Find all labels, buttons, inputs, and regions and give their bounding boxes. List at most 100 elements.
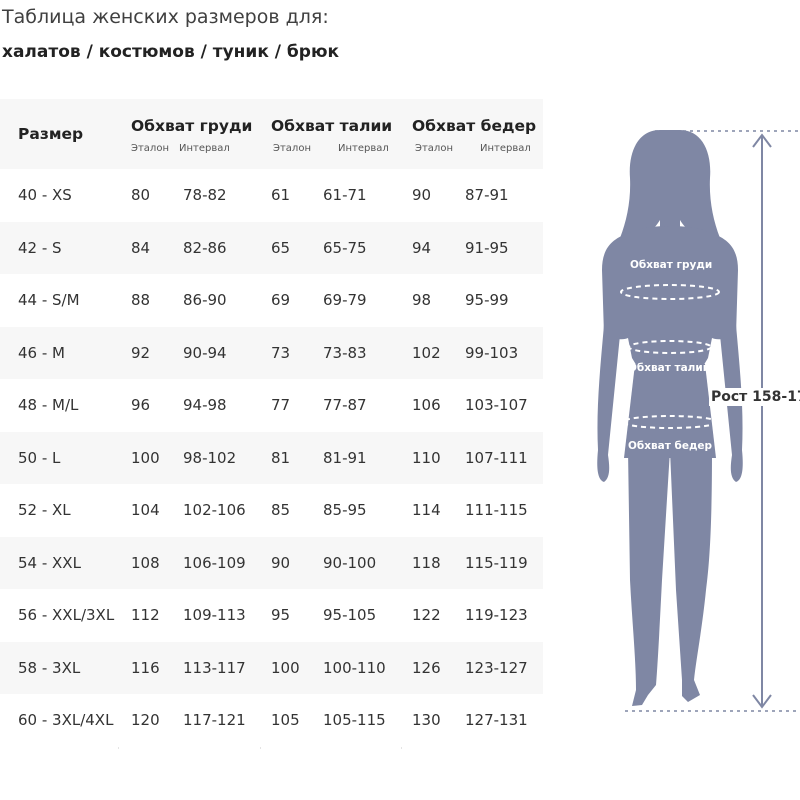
header-hips: Обхват бедер [412, 117, 537, 135]
header-bust: Обхват груди [131, 117, 253, 135]
waist-cell: 100 [271, 658, 300, 677]
woman-silhouette-icon [597, 130, 800, 712]
size-cell: 48 - M/L [18, 396, 79, 415]
table-row: 54 - XXL 108 106-109 90 90-100 118 115-1… [0, 536, 543, 589]
hips-cell: 90 [412, 186, 432, 205]
hips-range-cell: 107-111 [465, 448, 528, 467]
hips-measure-ring [622, 415, 718, 429]
waist-cell: 65 [271, 238, 291, 257]
bust-cell: 120 [131, 711, 160, 730]
header-size: Размер [18, 125, 84, 143]
header-bust-standard: Эталон [131, 143, 169, 154]
table-row: 60 - 3XL/4XL 120 117-121 105 105-115 130… [0, 694, 543, 747]
hips-range-cell: 119-123 [465, 606, 528, 625]
bust-range-cell: 86-90 [183, 291, 227, 310]
header-hips-standard: Эталон [415, 143, 453, 154]
waist-range-cell: 65-75 [323, 238, 367, 257]
hips-range-cell: 111-115 [465, 501, 528, 520]
size-cell: 44 - S/M [18, 291, 80, 310]
waist-range-cell: 90-100 [323, 553, 377, 572]
size-cell: 50 - L [18, 448, 61, 467]
size-cell: 60 - 3XL/4XL [18, 711, 114, 730]
hips-cell: 126 [412, 658, 441, 677]
bust-range-cell: 106-109 [183, 553, 246, 572]
waist-range-cell: 81-91 [323, 448, 367, 467]
hips-range-cell: 91-95 [465, 238, 509, 257]
waist-range-cell: 73-83 [323, 343, 367, 362]
bust-range-cell: 117-121 [183, 711, 246, 730]
hips-cell: 106 [412, 396, 441, 415]
hips-range-cell: 123-127 [465, 658, 528, 677]
height-label: Рост 158-17 [709, 388, 800, 406]
bust-cell: 80 [131, 186, 151, 205]
hips-range-cell: 115-119 [465, 553, 528, 572]
waist-label: Обхват талии [628, 362, 711, 374]
bust-range-cell: 109-113 [183, 606, 246, 625]
hips-cell: 122 [412, 606, 441, 625]
size-cell: 58 - 3XL [18, 658, 81, 677]
table-row: 56 - XXL/3XL 112 109-113 95 95-105 122 1… [0, 589, 543, 642]
table-header: Размер Обхват груди Эталон Интервал Обхв… [0, 99, 543, 169]
hips-cell: 110 [412, 448, 441, 467]
hips-range-cell: 99-103 [465, 343, 519, 362]
waist-range-cell: 69-79 [323, 291, 367, 310]
page-subtitle: халатов / костюмов / туник / брюк [2, 42, 340, 62]
bust-cell: 96 [131, 396, 151, 415]
header-waist-standard: Эталон [273, 143, 311, 154]
hips-cell: 118 [412, 553, 441, 572]
waist-cell: 61 [271, 186, 291, 205]
waist-cell: 90 [271, 553, 291, 572]
waist-cell: 69 [271, 291, 291, 310]
hips-cell: 102 [412, 343, 441, 362]
waist-measure-ring [628, 340, 712, 354]
hips-range-cell: 127-131 [465, 711, 528, 730]
bust-cell: 88 [131, 291, 151, 310]
header-bust-interval: Интервал [179, 143, 230, 154]
table-row: 52 - XL 104 102-106 85 85-95 114 111-115 [0, 484, 543, 537]
bust-label: Обхват груди [630, 259, 713, 271]
table-row: 58 - 3XL 116 113-117 100 100-110 126 123… [0, 641, 543, 694]
size-cell: 46 - M [18, 343, 65, 362]
hips-range-cell: 87-91 [465, 186, 509, 205]
bust-cell: 84 [131, 238, 151, 257]
waist-cell: 85 [271, 501, 291, 520]
hips-cell: 114 [412, 501, 441, 520]
hips-range-cell: 95-99 [465, 291, 509, 310]
bust-range-cell: 98-102 [183, 448, 237, 467]
size-cell: 56 - XXL/3XL [18, 606, 115, 625]
bust-cell: 92 [131, 343, 151, 362]
height-arrow-icon [752, 133, 772, 709]
waist-cell: 77 [271, 396, 291, 415]
hips-cell: 98 [412, 291, 432, 310]
bust-range-cell: 82-86 [183, 238, 227, 257]
bust-measure-ring [620, 284, 720, 300]
waist-range-cell: 95-105 [323, 606, 377, 625]
size-cell: 42 - S [18, 238, 62, 257]
table-row: 46 - M 92 90-94 73 73-83 102 99-103 [0, 326, 543, 379]
header-waist: Обхват талии [271, 117, 393, 135]
hips-label: Обхват бедер [628, 440, 713, 452]
bust-range-cell: 113-117 [183, 658, 246, 677]
hips-range-cell: 103-107 [465, 396, 528, 415]
size-cell: 40 - XS [18, 186, 72, 205]
bust-cell: 116 [131, 658, 160, 677]
waist-cell: 81 [271, 448, 291, 467]
waist-range-cell: 85-95 [323, 501, 367, 520]
table-row: 44 - S/M 88 86-90 69 69-79 98 95-99 [0, 274, 543, 327]
waist-cell: 73 [271, 343, 291, 362]
waist-range-cell: 77-87 [323, 396, 367, 415]
waist-range-cell: 105-115 [323, 711, 386, 730]
waist-range-cell: 61-71 [323, 186, 367, 205]
body-measurement-figure: Обхват груди Обхват талии Обхват бедер Р… [590, 120, 800, 720]
silhouette-body [597, 130, 743, 706]
waist-cell: 105 [271, 711, 300, 730]
bust-cell: 112 [131, 606, 160, 625]
bust-cell: 100 [131, 448, 160, 467]
header-waist-interval: Интервал [338, 143, 389, 154]
bust-range-cell: 102-106 [183, 501, 246, 520]
table-row: 48 - M/L 96 94-98 77 77-87 106 103-107 [0, 379, 543, 432]
bust-range-cell: 78-82 [183, 186, 227, 205]
hips-cell: 94 [412, 238, 432, 257]
waist-range-cell: 100-110 [323, 658, 386, 677]
waist-cell: 95 [271, 606, 291, 625]
